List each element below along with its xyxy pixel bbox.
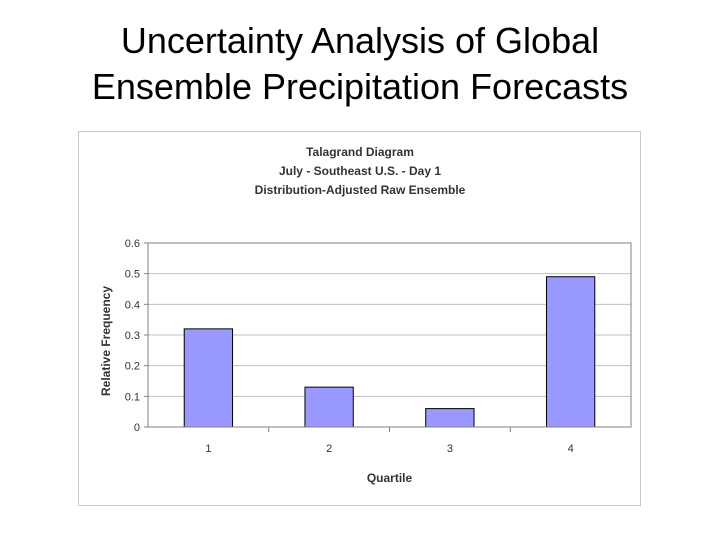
y-tick-label: 0.2 <box>125 361 140 373</box>
bar-quartile-1 <box>183 328 234 428</box>
y-axis-ticks: 0 0.1 0.2 0.3 0.4 0.5 0.6 <box>125 238 148 434</box>
chart-title-line-3: Distribution-Adjusted Raw Ensemble <box>255 183 466 197</box>
chart-title-line-2: July - Southeast U.S. - Day 1 <box>279 164 441 178</box>
y-axis-label: Relative Frequency <box>99 286 113 396</box>
chart-title-line-1: Talagrand Diagram <box>306 145 414 159</box>
bar-quartile-2 <box>304 386 354 428</box>
slide-title: Uncertainty Analysis of Global Ensemble … <box>0 18 720 110</box>
x-axis-ticks: 1 2 3 4 <box>205 427 574 455</box>
x-tick-label: 4 <box>568 443 574 455</box>
y-tick-label: 0.4 <box>125 299 140 311</box>
bars <box>183 276 596 428</box>
x-tick-label: 2 <box>326 443 332 455</box>
y-tick-label: 0.6 <box>125 238 140 250</box>
y-tick-label: 0.5 <box>125 269 140 281</box>
y-tick-label: 0 <box>134 422 140 434</box>
slide-title-line-2: Ensemble Precipitation Forecasts <box>91 66 629 107</box>
bar-quartile-3 <box>425 408 475 428</box>
x-tick-label: 1 <box>205 443 211 455</box>
slide-title-line-1: Uncertainty Analysis of Global <box>120 20 600 61</box>
y-tick-label: 0.1 <box>125 391 140 403</box>
x-axis-label: Quartile <box>367 471 413 485</box>
bar-quartile-4 <box>545 276 596 428</box>
x-tick-label: 3 <box>447 443 453 455</box>
chart-title: Talagrand Diagram July - Southeast U.S. -… <box>255 145 466 197</box>
y-tick-label: 0.3 <box>125 330 140 342</box>
chart-frame: Talagrand Diagram July - Southeast U.S. -… <box>78 131 641 506</box>
talagrand-chart: Talagrand Diagram July - Southeast U.S. -… <box>99 145 632 485</box>
